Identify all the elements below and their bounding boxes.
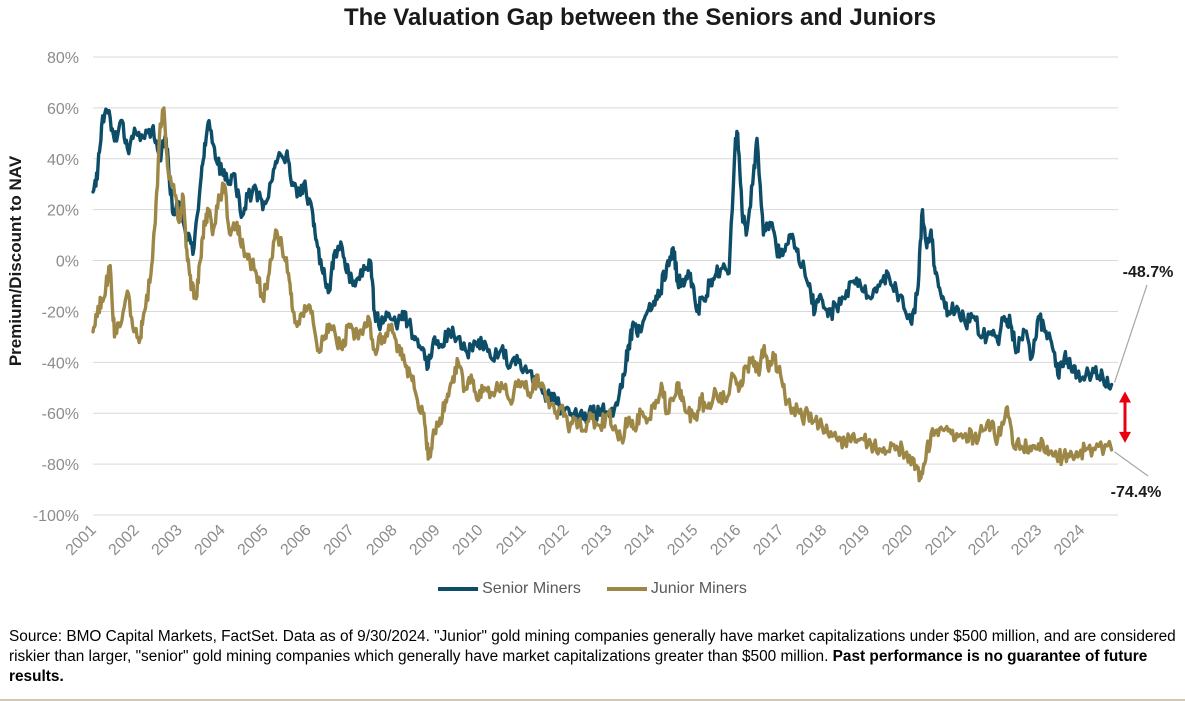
- x-tick-label: 2011: [493, 522, 529, 558]
- legend-label-senior: Senior Miners: [482, 580, 581, 597]
- y-tick-label: 20%: [47, 203, 79, 220]
- chart-title: The Valuation Gap between the Seniors an…: [343, 4, 937, 31]
- x-tick-label: 2016: [707, 522, 744, 559]
- x-tick-label: 2005: [235, 522, 272, 559]
- legend: Senior Miners Junior Miners: [0, 580, 1185, 598]
- x-tick-label: 2002: [106, 522, 143, 559]
- x-tick-label: 2003: [149, 522, 186, 559]
- x-tick-label: 2001: [63, 522, 100, 559]
- x-tick-label: 2022: [965, 522, 1002, 559]
- series-lines: [91, 106, 1114, 483]
- x-tick-label: 2019: [836, 522, 873, 559]
- gap-arrow-head-down: [1119, 431, 1131, 443]
- y-tick-label: 80%: [47, 50, 79, 67]
- x-axis-ticks: 2001 2002 2003 2004 2005 2006 2007 2008 2009 2010…: [63, 522, 1089, 559]
- y-tick-label: -80%: [42, 457, 79, 474]
- x-tick-label: 2013: [578, 522, 615, 559]
- bottom-rule: [0, 699, 1185, 701]
- x-tick-label: 2020: [879, 522, 916, 559]
- x-tick-label: 2009: [406, 522, 443, 559]
- source-text: Source: BMO Capital Markets, FactSet. Da…: [9, 628, 1176, 665]
- series-line-senior: [91, 107, 1114, 425]
- legend-swatch-senior: [438, 587, 479, 591]
- x-tick-label: 2024: [1051, 522, 1088, 559]
- x-tick-label: 2021: [922, 522, 959, 559]
- legend-swatch-junior: [606, 587, 647, 591]
- legend-label-junior: Junior Miners: [650, 580, 747, 597]
- x-tick-label: 2004: [192, 522, 229, 559]
- x-tick-label: 2023: [1008, 522, 1045, 559]
- x-tick-label: 2017: [750, 522, 787, 559]
- leader-line-junior: [1114, 451, 1149, 477]
- series-line-junior: [91, 106, 1114, 483]
- x-tick-label: 2006: [278, 522, 315, 559]
- x-tick-label: 2018: [793, 522, 830, 559]
- y-tick-label: -40%: [42, 355, 79, 372]
- y-tick-label: 40%: [47, 152, 79, 169]
- x-tick-label: 2010: [449, 522, 486, 559]
- y-tick-label: -20%: [42, 304, 79, 321]
- y-tick-label: 0%: [56, 254, 79, 271]
- x-tick-label: 2012: [535, 522, 572, 559]
- x-tick-label: 2007: [321, 522, 358, 559]
- y-tick-label: -100%: [33, 508, 79, 525]
- source-note: Source: BMO Capital Markets, FactSet. Da…: [9, 627, 1179, 687]
- annotation-senior-value: -48.7%: [1123, 264, 1174, 281]
- y-tick-label: 60%: [47, 101, 79, 118]
- leader-line-senior: [1113, 284, 1148, 383]
- x-tick-label: 2015: [664, 522, 701, 559]
- legend-item-senior[interactable]: Senior Miners: [438, 580, 581, 598]
- x-tick-label: 2014: [621, 522, 658, 559]
- annotations: -48.7% -74.4%: [1111, 264, 1174, 501]
- gap-arrow-head-up: [1119, 391, 1131, 403]
- grid-lines: [93, 56, 1118, 516]
- y-axis-ticks: 80% 60% 40% 20% 0% -20% -40% -60% -80% -100%: [33, 50, 79, 525]
- disclaimer-text: Past performance is no guarantee of futu…: [9, 648, 1148, 685]
- x-tick-label: 2008: [363, 522, 400, 559]
- y-tick-label: -60%: [42, 406, 79, 423]
- annotation-junior-value: -74.4%: [1111, 484, 1162, 501]
- legend-item-junior[interactable]: Junior Miners: [606, 580, 747, 598]
